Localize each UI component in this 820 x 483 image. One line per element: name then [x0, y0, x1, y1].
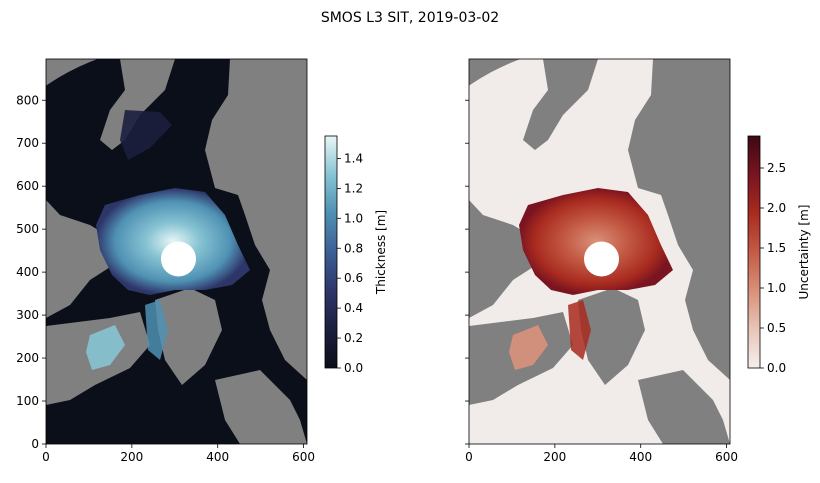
plot-frame	[45, 58, 308, 445]
colorbar-tick-label: 0.4	[344, 301, 363, 315]
land-mass	[100, 59, 175, 150]
y-tick-label: 400	[16, 265, 39, 279]
land-mass	[215, 370, 307, 444]
colorbar-tick-label: 2.0	[767, 201, 786, 215]
sea-ice-area	[145, 300, 168, 360]
colorbar-tick-label: 1.2	[344, 181, 363, 195]
y-axis: 0 100 200 300 400 500 600 700 800	[16, 93, 46, 451]
uncertainty-colorbar-label: Uncertainty [m]	[797, 205, 811, 300]
colorbar-tick-label: 0.2	[344, 331, 363, 345]
y-tick-label: 700	[16, 136, 39, 150]
y-tick-label: 800	[16, 93, 39, 107]
land-mass	[578, 288, 645, 385]
land-mass	[628, 59, 730, 380]
plot-frame	[468, 58, 731, 445]
y-tick-label: 100	[16, 394, 39, 408]
thickness-colorbar: 0.0 0.2 0.4 0.6 0.8 1.0 1.2 1.4 Thickness [m]	[324, 135, 388, 375]
colorbar-tick-label: 2.5	[767, 161, 786, 175]
sea-ice-area	[568, 300, 591, 360]
uncertainty-map-image	[469, 59, 730, 444]
y-tick-label: 200	[16, 351, 39, 365]
colorbar-tick-label: 0.5	[767, 321, 786, 335]
x-tick-label: 0	[42, 450, 50, 464]
sea-ice-area	[509, 325, 548, 370]
y-tick-label: 300	[16, 308, 39, 322]
uncertainty-map-panel: 0 200 400 600	[465, 58, 738, 464]
y-tick-label: 600	[16, 179, 39, 193]
pole-hole	[584, 241, 619, 277]
thickness-map-image	[46, 59, 307, 444]
figure-title: SMOS L3 SIT, 2019-03-02	[321, 10, 499, 26]
colorbar-ticks: 0.0 0.5 1.0 1.5 2.0 2.5	[760, 161, 786, 375]
sea-ice-area	[96, 188, 250, 295]
x-tick-label: 200	[543, 450, 566, 464]
x-tick-label: 0	[465, 450, 473, 464]
colorbar-tick-label: 1.0	[767, 281, 786, 295]
x-axis: 0 200 400 600	[465, 444, 738, 464]
y-tick-label: 0	[31, 437, 39, 451]
land-mass	[205, 59, 307, 380]
sea-ice-area	[519, 188, 673, 295]
x-tick-label: 600	[292, 450, 315, 464]
colorbar-tick-label: 0.6	[344, 271, 363, 285]
x-tick-label: 400	[629, 450, 652, 464]
y-axis	[465, 99, 469, 445]
y-tick-label: 500	[16, 222, 39, 236]
thickness-colorbar-label: Thickness [m]	[374, 210, 388, 295]
land-mass	[46, 200, 118, 318]
x-axis: 0 200 400 600	[42, 444, 315, 464]
x-tick-label: 600	[715, 450, 738, 464]
x-tick-label: 400	[206, 450, 229, 464]
land-mass	[155, 288, 222, 385]
sea-ice-area	[86, 325, 125, 370]
colorbar-tick-label: 1.0	[344, 211, 363, 225]
colorbar-tick-label: 0.0	[767, 361, 786, 375]
colorbar-tick-label: 0.0	[344, 361, 363, 375]
colorbar-tick-label: 0.8	[344, 241, 363, 255]
pole-hole	[161, 241, 196, 277]
colorbar-ticks: 0.0 0.2 0.4 0.6 0.8 1.0 1.2 1.4	[337, 151, 363, 375]
sea-ice-area	[120, 110, 172, 160]
thickness-colorbar-bar	[324, 135, 338, 369]
x-tick-label: 200	[120, 450, 143, 464]
land-mass	[523, 59, 598, 150]
uncertainty-colorbar: 0.0 0.5 1.0 1.5 2.0 2.5 Uncertainty [m]	[747, 135, 811, 375]
land-mass	[469, 200, 541, 318]
land-mass	[638, 370, 730, 444]
colorbar-tick-label: 1.4	[344, 151, 363, 165]
uncertainty-colorbar-bar	[747, 135, 761, 369]
thickness-map-panel: 0 200 400 600 0 100 200 300 400 500 600 700 800	[16, 58, 315, 464]
colorbar-tick-label: 1.5	[767, 241, 786, 255]
